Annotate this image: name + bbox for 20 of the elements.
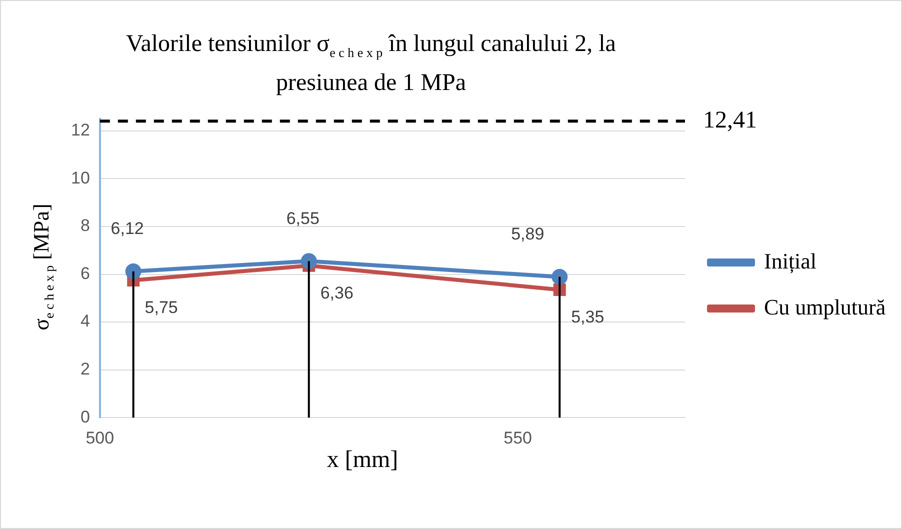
x-axis-title: x [mm] <box>326 447 400 474</box>
y-tick-label: 0 <box>80 407 90 426</box>
data-label: 5,75 <box>144 298 178 317</box>
legend-label: Cu umplutură <box>764 294 886 320</box>
y-tick-label: 6 <box>80 264 90 283</box>
data-label: 5,35 <box>571 307 604 326</box>
data-label: 6,55 <box>286 208 320 228</box>
y-tick-label: 2 <box>80 360 90 379</box>
x-tick-label: 550 <box>504 428 532 448</box>
data-label: 6,36 <box>320 283 354 302</box>
chart-title: Valorile tensiunilor σ$_{e c h e x p}$ în lungul canalului 2, la presiunea de 1 MPa <box>125 30 617 98</box>
ref-line-label: 12,41 <box>703 107 757 134</box>
x-tick-label: 500 <box>86 428 114 448</box>
legend-label: Inițial <box>764 248 817 274</box>
data-label: 5,89 <box>511 224 544 244</box>
y-tick-label: 4 <box>80 312 90 331</box>
data-label: 6,12 <box>110 219 144 238</box>
y-tick-label: 8 <box>80 216 90 236</box>
y-tick-label: 12 <box>70 120 90 140</box>
y-tick-label: 10 <box>70 168 90 188</box>
